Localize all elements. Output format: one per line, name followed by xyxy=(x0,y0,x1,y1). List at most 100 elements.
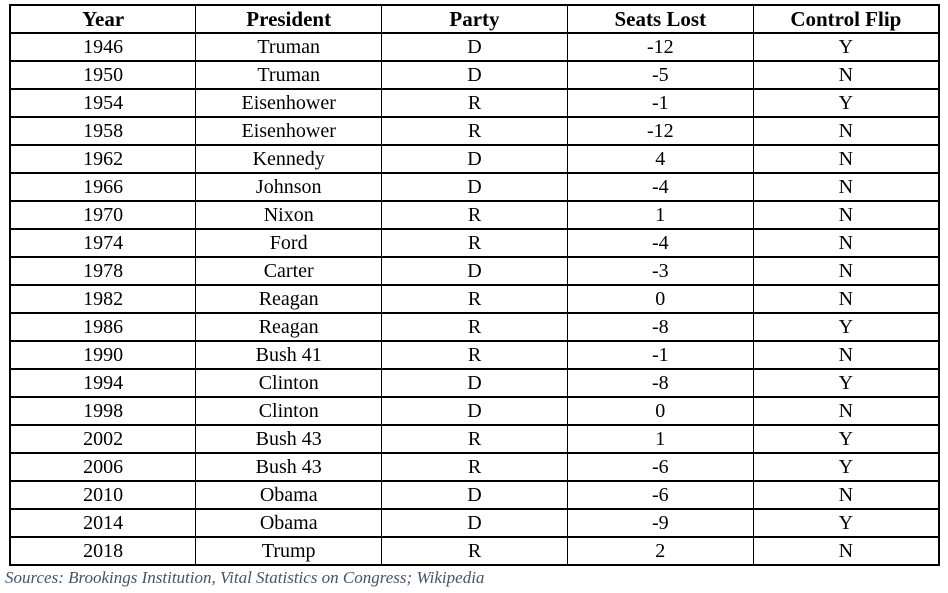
table-cell: N xyxy=(752,536,940,566)
table-cell: Eisenhower xyxy=(195,88,383,118)
sources-caption: Sources: Brookings Institution, Vital St… xyxy=(5,568,485,587)
table-cell: D xyxy=(381,144,568,174)
table-cell: -5 xyxy=(566,60,754,90)
table-cell: 1990 xyxy=(9,340,197,370)
table-cell: 0 xyxy=(566,284,754,314)
table-row: 1990 Bush 41 R -1 N xyxy=(9,340,940,370)
table-cell: -6 xyxy=(566,452,754,482)
table-row: 1978 Carter D -3 N xyxy=(9,256,940,286)
midterm-elections-table: Year President Party Seats Lost Control Flip… xyxy=(9,4,940,566)
table-row: 2006 Bush 43 R -6 Y xyxy=(9,452,940,482)
table-cell: -4 xyxy=(566,228,754,258)
table-header: Year President Party Seats Lost Control Flip xyxy=(9,4,940,34)
table-cell: Reagan xyxy=(195,312,383,342)
table-cell: N xyxy=(752,60,940,90)
table-cell: 1998 xyxy=(9,396,197,426)
table-cell: D xyxy=(381,480,568,510)
table-cell: R xyxy=(381,452,568,482)
table-cell: N xyxy=(752,256,940,286)
table-cell: R xyxy=(381,424,568,454)
table-cell: 1994 xyxy=(9,368,197,398)
table-cell: R xyxy=(381,88,568,118)
table-cell: N xyxy=(752,480,940,510)
table-cell: -12 xyxy=(566,32,754,62)
table-cell: N xyxy=(752,284,940,314)
table-cell: 1974 xyxy=(9,228,197,258)
table-cell: Y xyxy=(752,452,940,482)
table-cell: R xyxy=(381,116,568,146)
table-cell: 2002 xyxy=(9,424,197,454)
table-cell: -1 xyxy=(566,88,754,118)
table-cell: 1966 xyxy=(9,172,197,202)
table-cell: Y xyxy=(752,32,940,62)
table-cell: Y xyxy=(752,424,940,454)
column-header-year: Year xyxy=(9,4,197,34)
table-row: 1958 Eisenhower R -12 N xyxy=(9,116,940,146)
table-cell: N xyxy=(752,228,940,258)
table-header-row: Year President Party Seats Lost Control Flip xyxy=(9,4,940,34)
table-body: 1946 Truman D -12 Y 1950 Truman D -5 N 1954 Eisenho… xyxy=(9,32,940,566)
table-cell: N xyxy=(752,340,940,370)
table-cell: Y xyxy=(752,508,940,538)
table-cell: N xyxy=(752,116,940,146)
table-cell: D xyxy=(381,256,568,286)
table-cell: Trump xyxy=(195,536,383,566)
table-cell: 2006 xyxy=(9,452,197,482)
table-cell: -4 xyxy=(566,172,754,202)
table-cell: Truman xyxy=(195,32,383,62)
table-cell: R xyxy=(381,228,568,258)
table-cell: N xyxy=(752,172,940,202)
table-row: 2018 Trump R 2 N xyxy=(9,536,940,566)
table-cell: -8 xyxy=(566,312,754,342)
table-row: 1998 Clinton D 0 N xyxy=(9,396,940,426)
table-cell: Bush 43 xyxy=(195,424,383,454)
table-cell: Kennedy xyxy=(195,144,383,174)
table-cell: Johnson xyxy=(195,172,383,202)
table-cell: -1 xyxy=(566,340,754,370)
table-cell: Eisenhower xyxy=(195,116,383,146)
table-cell: Ford xyxy=(195,228,383,258)
table-cell: R xyxy=(381,200,568,230)
table-row: 1962 Kennedy D 4 N xyxy=(9,144,940,174)
table-row: 1986 Reagan R -8 Y xyxy=(9,312,940,342)
table-cell: Reagan xyxy=(195,284,383,314)
table-row: 2014 Obama D -9 Y xyxy=(9,508,940,538)
table-cell: Obama xyxy=(195,480,383,510)
table-cell: N xyxy=(752,200,940,230)
table-cell: Obama xyxy=(195,508,383,538)
table-row: 1950 Truman D -5 N xyxy=(9,60,940,90)
table-cell: 1982 xyxy=(9,284,197,314)
table-cell: R xyxy=(381,284,568,314)
table-cell: Truman xyxy=(195,60,383,90)
column-header-party: Party xyxy=(381,4,568,34)
table-cell: -12 xyxy=(566,116,754,146)
table-cell: 1970 xyxy=(9,200,197,230)
table-cell: Clinton xyxy=(195,368,383,398)
table-cell: 1950 xyxy=(9,60,197,90)
table-cell: Nixon xyxy=(195,200,383,230)
table-cell: -8 xyxy=(566,368,754,398)
table-cell: D xyxy=(381,60,568,90)
table-row: 2002 Bush 43 R 1 Y xyxy=(9,424,940,454)
table-cell: 2 xyxy=(566,536,754,566)
table-cell: Bush 41 xyxy=(195,340,383,370)
table-cell: R xyxy=(381,312,568,342)
table-cell: 1962 xyxy=(9,144,197,174)
table-cell: 2014 xyxy=(9,508,197,538)
column-header-seats-lost: Seats Lost xyxy=(566,4,754,34)
table-cell: D xyxy=(381,508,568,538)
table-cell: 1978 xyxy=(9,256,197,286)
table-row: 1974 Ford R -4 N xyxy=(9,228,940,258)
table-row: 1954 Eisenhower R -1 Y xyxy=(9,88,940,118)
table-cell: Y xyxy=(752,368,940,398)
table-row: 1970 Nixon R 1 N xyxy=(9,200,940,230)
table-cell: 1958 xyxy=(9,116,197,146)
table-cell: D xyxy=(381,32,568,62)
table-cell: -3 xyxy=(566,256,754,286)
table-row: 2010 Obama D -6 N xyxy=(9,480,940,510)
table-cell: 4 xyxy=(566,144,754,174)
table-cell: -6 xyxy=(566,480,754,510)
table-cell: 1 xyxy=(566,200,754,230)
table-cell: Carter xyxy=(195,256,383,286)
